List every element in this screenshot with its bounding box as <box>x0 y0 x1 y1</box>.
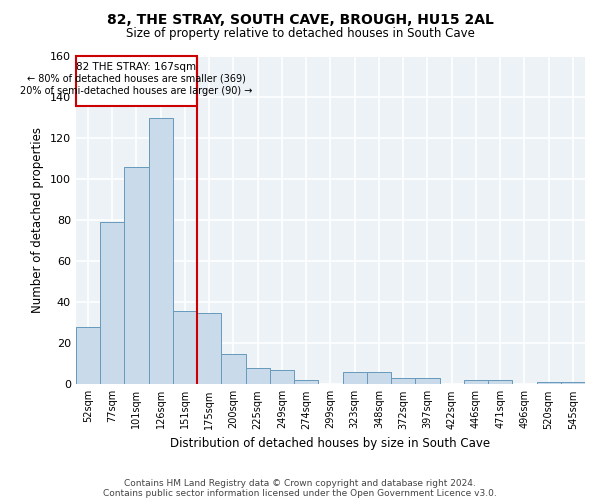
Y-axis label: Number of detached properties: Number of detached properties <box>31 128 44 314</box>
Bar <box>488 380 512 384</box>
Bar <box>561 382 585 384</box>
Bar <box>415 378 440 384</box>
X-axis label: Distribution of detached houses by size in South Cave: Distribution of detached houses by size … <box>170 437 490 450</box>
Bar <box>76 327 100 384</box>
Bar <box>294 380 318 384</box>
Bar <box>245 368 270 384</box>
Text: Contains HM Land Registry data © Crown copyright and database right 2024.: Contains HM Land Registry data © Crown c… <box>124 478 476 488</box>
Text: Contains public sector information licensed under the Open Government Licence v3: Contains public sector information licen… <box>103 488 497 498</box>
Bar <box>536 382 561 384</box>
Bar <box>343 372 367 384</box>
FancyBboxPatch shape <box>76 56 197 106</box>
Text: 82 THE STRAY: 167sqm: 82 THE STRAY: 167sqm <box>76 62 197 72</box>
Bar <box>367 372 391 384</box>
Text: ← 80% of detached houses are smaller (369): ← 80% of detached houses are smaller (36… <box>27 74 246 84</box>
Bar <box>197 312 221 384</box>
Bar <box>464 380 488 384</box>
Bar <box>124 167 149 384</box>
Text: 82, THE STRAY, SOUTH CAVE, BROUGH, HU15 2AL: 82, THE STRAY, SOUTH CAVE, BROUGH, HU15 … <box>107 12 493 26</box>
Bar <box>149 118 173 384</box>
Bar <box>391 378 415 384</box>
Text: 20% of semi-detached houses are larger (90) →: 20% of semi-detached houses are larger (… <box>20 86 253 96</box>
Bar <box>100 222 124 384</box>
Bar <box>173 310 197 384</box>
Bar <box>221 354 245 384</box>
Text: Size of property relative to detached houses in South Cave: Size of property relative to detached ho… <box>125 28 475 40</box>
Bar <box>270 370 294 384</box>
